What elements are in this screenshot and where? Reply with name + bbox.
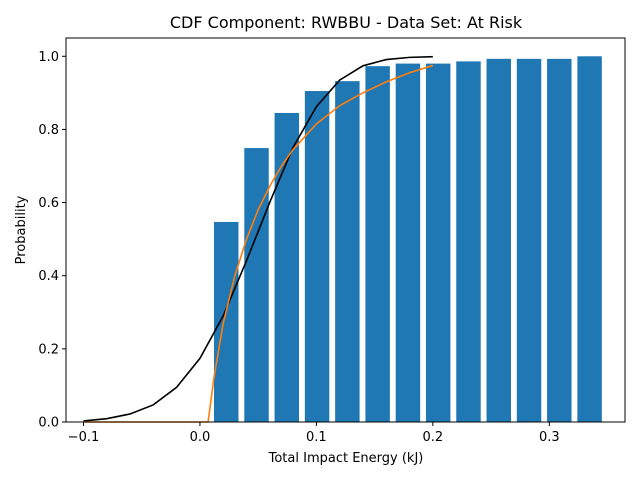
x-tick-label: 0.0 [190,430,211,445]
bar [486,58,511,423]
bar [425,63,451,422]
x-tick-label: 0.3 [539,430,560,445]
x-tick-label: −0.1 [68,430,100,445]
x-axis-title: Total Impact Energy (kJ) [268,451,424,466]
bar [214,221,239,422]
bar [395,63,421,422]
x-tick-label: 0.1 [306,430,327,445]
y-tick-label: 1.0 [38,50,59,65]
bar [516,58,542,423]
y-tick-label: 0.0 [38,416,59,431]
y-tick-label: 0.8 [38,123,59,138]
axes: −0.1 0.0 0.1 0.2 0.3 0.0 0.2 0.4 0.6 0.8 1.0 [38,37,626,445]
y-axis-title: Probability [14,195,29,264]
bar [547,58,572,423]
plot-frame [65,37,626,423]
y-tick-label: 0.6 [38,196,59,211]
fit-line-black [83,55,433,422]
y-tick-label: 0.4 [38,269,59,284]
bar [335,81,360,422]
bar-series [214,56,602,423]
bar [456,61,481,423]
chart-title: CDF Component: RWBBU - Data Set: At Risk [170,13,523,32]
bar [244,148,269,422]
bar [274,112,300,422]
x-tick-label: 0.2 [423,430,444,445]
y-tick-label: 0.2 [38,342,59,357]
bar [365,66,390,422]
bar [577,56,602,423]
bar [304,91,330,423]
